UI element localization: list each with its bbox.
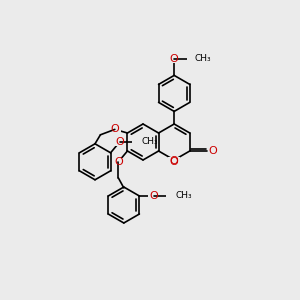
Text: O: O bbox=[170, 156, 178, 166]
Text: O: O bbox=[115, 137, 124, 147]
Bar bbox=[148, 192, 160, 200]
Bar bbox=[132, 138, 152, 146]
Bar bbox=[114, 138, 126, 146]
Bar bbox=[168, 157, 180, 165]
Bar bbox=[109, 125, 121, 134]
Text: CH₃: CH₃ bbox=[194, 54, 211, 63]
Text: O: O bbox=[170, 157, 178, 167]
Text: O: O bbox=[208, 146, 217, 156]
Bar bbox=[112, 158, 124, 166]
Text: O: O bbox=[149, 191, 158, 201]
Text: O: O bbox=[170, 54, 178, 64]
Text: O: O bbox=[114, 157, 123, 167]
Bar bbox=[166, 192, 186, 200]
Bar bbox=[188, 55, 206, 63]
Text: CH₃: CH₃ bbox=[175, 190, 192, 200]
Text: O: O bbox=[110, 124, 119, 134]
Text: CH₃: CH₃ bbox=[141, 136, 158, 146]
Bar bbox=[168, 55, 180, 63]
